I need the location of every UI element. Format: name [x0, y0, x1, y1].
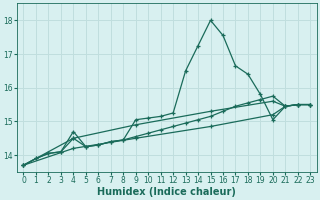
X-axis label: Humidex (Indice chaleur): Humidex (Indice chaleur) — [98, 187, 236, 197]
